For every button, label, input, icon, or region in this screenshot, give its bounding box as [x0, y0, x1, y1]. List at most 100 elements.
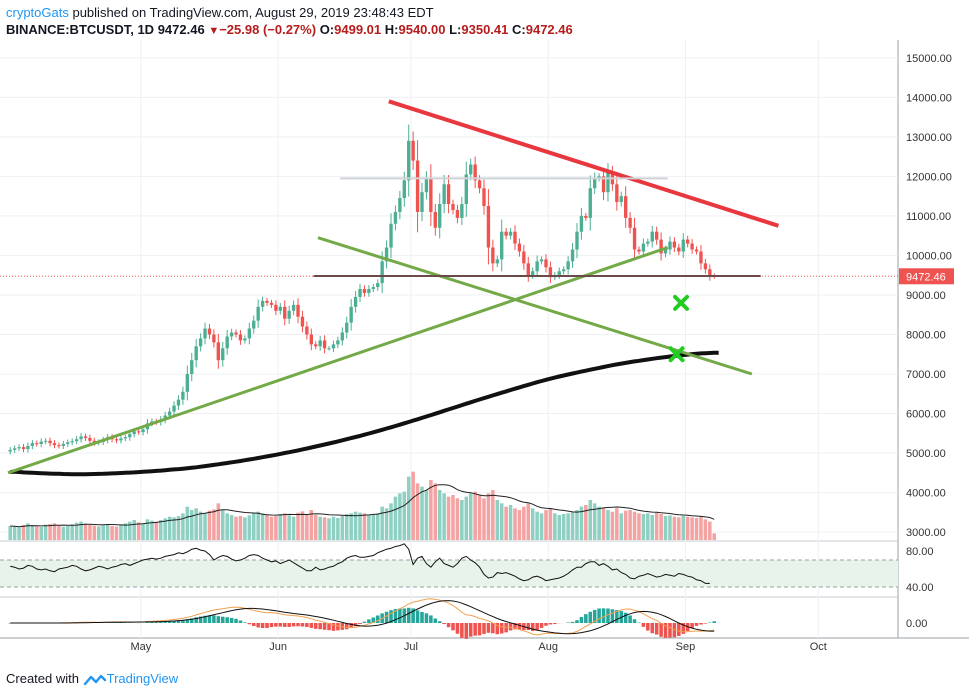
volume-bar: [699, 516, 703, 540]
candle-body: [221, 348, 225, 361]
candle-body: [557, 271, 561, 276]
candle-body: [699, 251, 703, 264]
macd-histogram-bar: [234, 618, 238, 623]
candle-body: [646, 241, 650, 244]
volume-bar: [322, 517, 327, 540]
volume-bar: [163, 518, 167, 540]
brand-name[interactable]: TradingView: [106, 671, 179, 686]
macd-histogram-bar: [251, 623, 256, 626]
tradingview-logo-icon: [83, 674, 106, 685]
candle-body: [358, 289, 362, 297]
candle-body: [362, 289, 367, 293]
candle-body: [539, 259, 544, 262]
macd-histogram-bar: [291, 623, 296, 627]
candle-body: [83, 436, 88, 439]
candle-body: [588, 188, 592, 218]
macd-histogram-bar: [499, 623, 504, 634]
volume-bar: [57, 525, 61, 540]
macd-histogram-bar: [185, 619, 190, 623]
volume-bar: [473, 491, 477, 540]
candle-body: [74, 439, 79, 442]
macd-histogram-bar: [535, 623, 539, 631]
volume-bar: [646, 513, 650, 540]
macd-histogram-bar: [358, 623, 362, 625]
macd-histogram-bar: [703, 623, 708, 624]
macd-histogram-bar: [548, 623, 553, 625]
volume-bar: [455, 498, 460, 540]
volume-bar: [433, 483, 438, 540]
macd-histogram-bar: [668, 623, 672, 638]
candle-body: [601, 176, 606, 193]
candle-body: [469, 164, 473, 175]
time-tick-label: Aug: [538, 641, 558, 653]
volume-bar: [482, 498, 486, 540]
macd-histogram-bar: [712, 621, 717, 623]
candle-body: [265, 300, 269, 303]
candle-body: [420, 192, 424, 212]
volume-bar: [389, 503, 393, 540]
candle-body: [57, 445, 61, 447]
candle-body: [491, 247, 495, 264]
macd-histogram-bar: [486, 623, 491, 633]
macd-tick-label: 0.00: [906, 618, 927, 630]
macd-histogram-bar: [606, 608, 610, 623]
macd-histogram-bar: [491, 623, 495, 634]
last-price: 9472.46: [157, 22, 205, 37]
volume-bar: [703, 519, 708, 540]
macd-histogram-bar: [508, 623, 513, 631]
candle-body: [685, 239, 690, 244]
macd-histogram-bar: [172, 620, 176, 623]
volume-bar: [477, 495, 482, 540]
volume-bar: [685, 516, 690, 540]
volume-bar: [491, 490, 495, 540]
candle-body: [229, 332, 234, 337]
volume-bar: [601, 508, 606, 540]
macd-histogram-bar: [592, 609, 597, 623]
candle-body: [238, 334, 243, 341]
volume-bar: [411, 471, 415, 540]
candle-body: [632, 227, 637, 250]
volume-bar: [79, 521, 83, 540]
volume-bar: [508, 505, 513, 540]
volume-bar: [615, 508, 619, 540]
macd-histogram-bar: [203, 615, 207, 623]
candle-body: [8, 449, 12, 452]
volume-bar: [384, 508, 389, 540]
author-link[interactable]: cryptoGats: [6, 5, 69, 20]
close-value: 9472.46: [525, 22, 573, 37]
macd-histogram-bar: [225, 617, 229, 623]
volume-bar: [353, 511, 358, 540]
volume-bar: [429, 480, 433, 540]
candle-body: [579, 215, 584, 232]
volume-bar: [35, 526, 39, 540]
price-chart[interactable]: 15000.00 14000.00 13000.00 12000.00 11000.00…: [0, 0, 969, 668]
volume-bar: [375, 513, 380, 540]
volume-bar: [712, 533, 717, 540]
macd-histogram-bar: [579, 616, 584, 623]
candle-body: [88, 438, 92, 441]
volume-bar: [628, 510, 632, 540]
volume-bar: [327, 518, 331, 540]
candle-body: [322, 340, 327, 349]
volume-bar: [588, 500, 593, 540]
macd-histogram-bar: [646, 623, 650, 631]
volume-bar: [39, 527, 43, 540]
macd-histogram-bar: [327, 623, 331, 631]
volume-bar: [17, 527, 21, 540]
candle-body: [247, 328, 252, 339]
candle-body: [513, 231, 517, 244]
time-tick-label: May: [130, 641, 151, 653]
price-tick-label: 3000.00: [906, 527, 946, 539]
volume-bar: [468, 493, 473, 540]
price-tick-label: 6000.00: [906, 409, 946, 421]
candle-body: [584, 215, 588, 218]
macd-histogram-bar: [654, 623, 659, 635]
volume-bar: [83, 523, 88, 540]
candle-body: [243, 338, 247, 341]
candle-body: [473, 164, 477, 181]
macd-histogram-bar: [451, 623, 455, 631]
macd-histogram-bar: [305, 623, 309, 627]
macd-histogram-bar: [690, 623, 694, 629]
candle-body: [283, 306, 287, 319]
candle-body: [606, 172, 610, 193]
